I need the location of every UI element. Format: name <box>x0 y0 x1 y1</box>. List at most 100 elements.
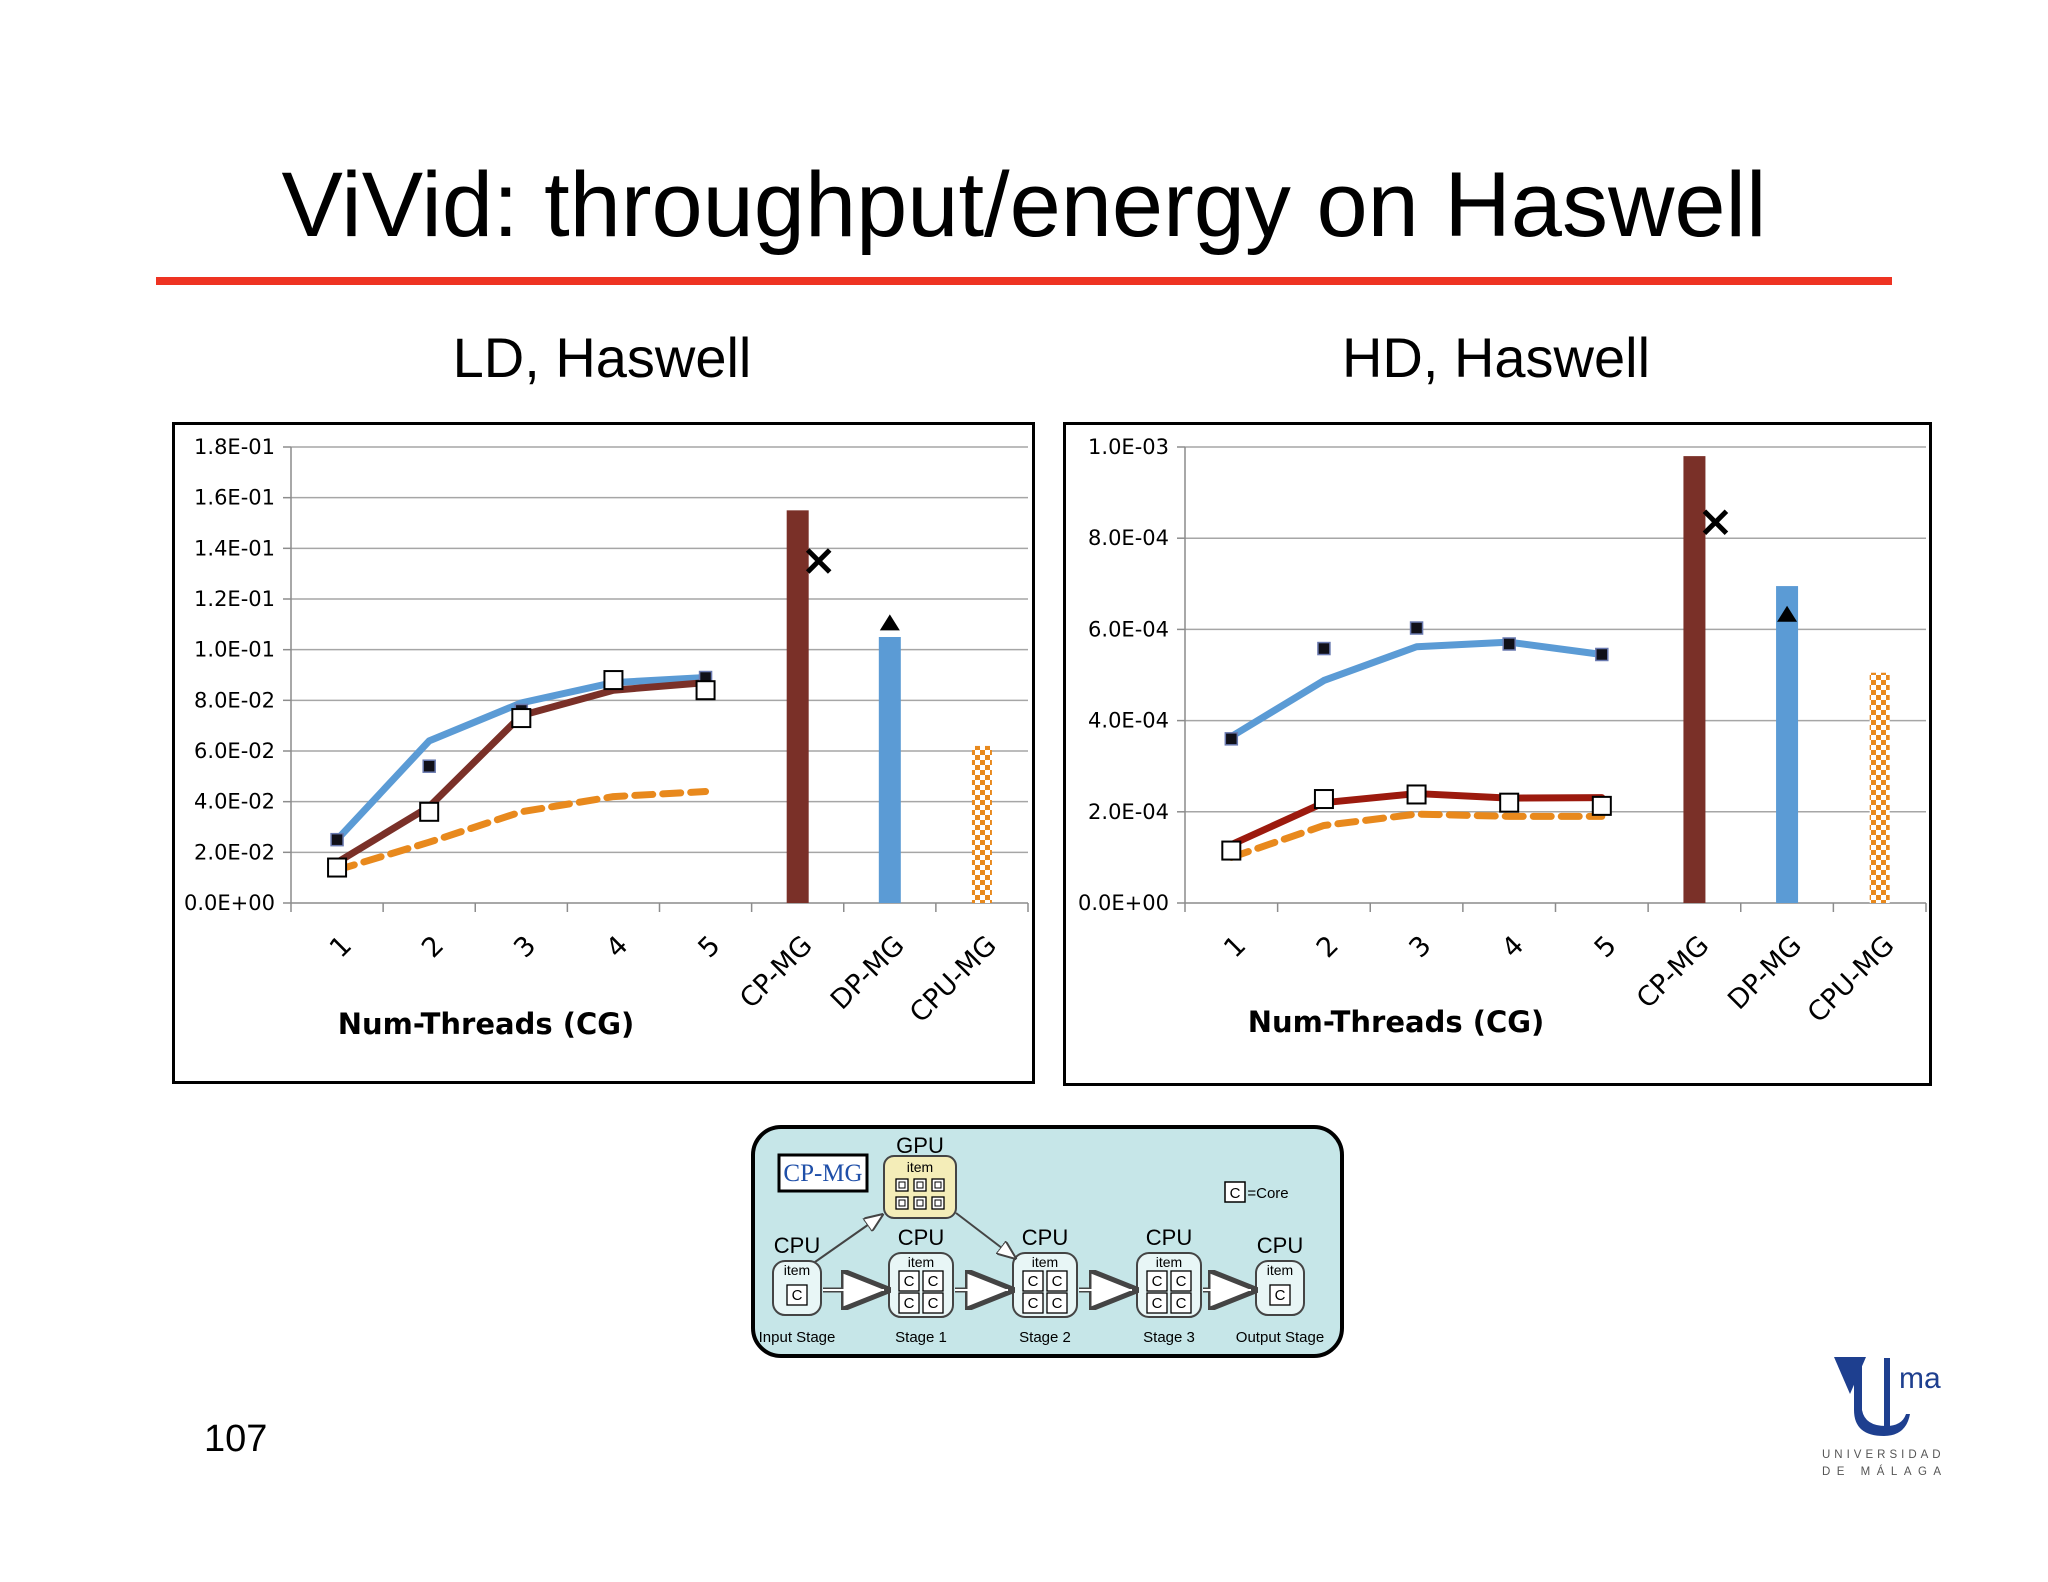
stage-core-symbol: C <box>1152 1295 1163 1312</box>
stage-core-symbol: C <box>904 1273 915 1290</box>
marker-filled-square <box>1224 732 1239 746</box>
stage-core-symbol: C <box>928 1273 939 1290</box>
marker-open-square <box>1499 792 1520 813</box>
stage-item-label: item <box>1156 1254 1182 1270</box>
marker-triangle <box>879 614 900 631</box>
marker-filled-square <box>1317 641 1331 656</box>
x-tick-label: 2 <box>1311 930 1345 964</box>
y-tick-label: 1.8E-01 <box>194 435 275 459</box>
marker-triangle <box>1777 605 1798 622</box>
x-tick-label: 2 <box>416 930 450 964</box>
marker-open-square <box>695 680 716 701</box>
marker-filled-square <box>330 832 344 847</box>
x-tick-label: 5 <box>1589 930 1623 964</box>
stage-device-label: CPU <box>774 1233 820 1258</box>
marker-filled-square <box>1595 647 1609 662</box>
marker-cross <box>1702 509 1729 536</box>
marker-open-square <box>603 670 624 691</box>
stage-core <box>1146 1292 1168 1314</box>
stage-label: Stage 1 <box>895 1329 947 1346</box>
logo-mark-text: ma <box>1899 1362 1941 1395</box>
arrow-to-gpu <box>814 1215 882 1263</box>
legend-core-box <box>1224 1181 1246 1203</box>
stage-core-symbol: C <box>792 1287 803 1304</box>
x-tick-label: 4 <box>1496 930 1530 964</box>
y-tick-label: 0.0E+00 <box>1078 891 1169 915</box>
gpu-core <box>895 1178 909 1192</box>
stage-core <box>1046 1292 1068 1314</box>
y-tick-label: 4.0E-02 <box>194 790 275 814</box>
y-tick-label: 1.4E-01 <box>194 536 275 560</box>
chart-left-title: LD, Haswell <box>452 326 752 389</box>
x-tick-label: DP-MG <box>1722 930 1808 1016</box>
logo-line-1: UNIVERSIDAD <box>1822 1449 1945 1461</box>
legend-core-symbol: C <box>1230 1185 1241 1202</box>
x-tick-label: 3 <box>1403 930 1437 964</box>
university-logo: ma UNIVERSIDAD DE MÁLAGA <box>1822 1357 1948 1478</box>
stage-core-symbol: C <box>1176 1295 1187 1312</box>
y-tick-label: 8.0E-02 <box>194 688 275 712</box>
gpu-core-inner <box>898 1181 906 1189</box>
y-tick-label: 1.0E-01 <box>194 638 275 662</box>
stage-core-symbol: C <box>904 1295 915 1312</box>
gpu-core <box>931 1178 945 1192</box>
x-tick-label: CPU-MG <box>904 930 1003 1029</box>
stage-item-label: item <box>1032 1254 1058 1270</box>
stage-core <box>1146 1270 1168 1292</box>
marker-filled-square <box>422 759 436 773</box>
stage-core-symbol: C <box>1275 1287 1286 1304</box>
stage-core <box>1022 1270 1044 1292</box>
gpu-core <box>913 1196 927 1210</box>
gpu-core <box>895 1196 909 1210</box>
chart-left-plot: 0.0E+00 2.0E-02 4.0E-02 6.0E-02 8.0E-02 1.0E-… <box>184 435 1029 1041</box>
diagram-tag-box <box>777 1153 869 1193</box>
stage-core-symbol: C <box>1052 1295 1063 1312</box>
gpu-item-label: item <box>907 1159 933 1175</box>
stage-device-label: CPU <box>1146 1225 1192 1250</box>
y-tick-label: 2.0E-02 <box>194 840 275 864</box>
stage-device-label: CPU <box>1022 1225 1068 1250</box>
stage-core <box>898 1270 920 1292</box>
marker-filled-square <box>1502 637 1516 651</box>
x-tick-label: CP-MG <box>734 930 819 1015</box>
stage-label: Stage 3 <box>1143 1329 1195 1346</box>
stage-item-label: item <box>784 1262 810 1278</box>
marker-open-square <box>327 857 348 878</box>
chart-left: 0.0E+00 2.0E-02 4.0E-02 6.0E-02 8.0E-02 1.0E-… <box>172 422 1035 1084</box>
gpu-device-label: GPU <box>896 1133 944 1158</box>
marker-open-square <box>1406 784 1427 805</box>
arrow-from-gpu <box>955 1212 1015 1258</box>
stage-core-symbol: C <box>1052 1273 1063 1290</box>
gpu-core-inner <box>934 1181 942 1189</box>
stage-item-label: item <box>1267 1262 1293 1278</box>
x-tick-label: DP-MG <box>825 930 911 1016</box>
stage-device-label: CPU <box>1257 1233 1303 1258</box>
marker-open-square <box>1221 840 1242 861</box>
x-tick-label: 1 <box>1218 930 1252 964</box>
stage-core <box>898 1292 920 1314</box>
x-axis-label: Num-Threads (CG) <box>1248 1005 1545 1039</box>
chart-right-title: HD, Haswell <box>1341 326 1651 389</box>
bar-cp-mg <box>1683 456 1706 903</box>
marker-open-square <box>419 801 440 822</box>
series-line-1 <box>1227 638 1606 741</box>
gpu-core-inner <box>916 1199 924 1207</box>
stage-core <box>1170 1292 1192 1314</box>
y-tick-label: 1.2E-01 <box>194 587 275 611</box>
y-tick-label: 2.0E-04 <box>1088 800 1169 824</box>
x-tick-label: CPU-MG <box>1802 930 1901 1029</box>
stage-label: Stage 2 <box>1019 1329 1071 1346</box>
stage-core-symbol: C <box>1028 1273 1039 1290</box>
logo-line-2: DE MÁLAGA <box>1822 1465 1948 1478</box>
series-line-1 <box>333 674 710 844</box>
x-tick-label: 3 <box>508 930 542 964</box>
marker-open-square <box>1591 795 1612 816</box>
page-number: 107 <box>204 1418 268 1460</box>
series-line-3 <box>1227 810 1606 861</box>
gpu-core <box>913 1178 927 1192</box>
bar-cpu-mg <box>971 745 992 903</box>
stage-core-symbol: C <box>928 1295 939 1312</box>
stage-label: Input Stage <box>759 1329 836 1346</box>
title-rule <box>156 277 1892 285</box>
